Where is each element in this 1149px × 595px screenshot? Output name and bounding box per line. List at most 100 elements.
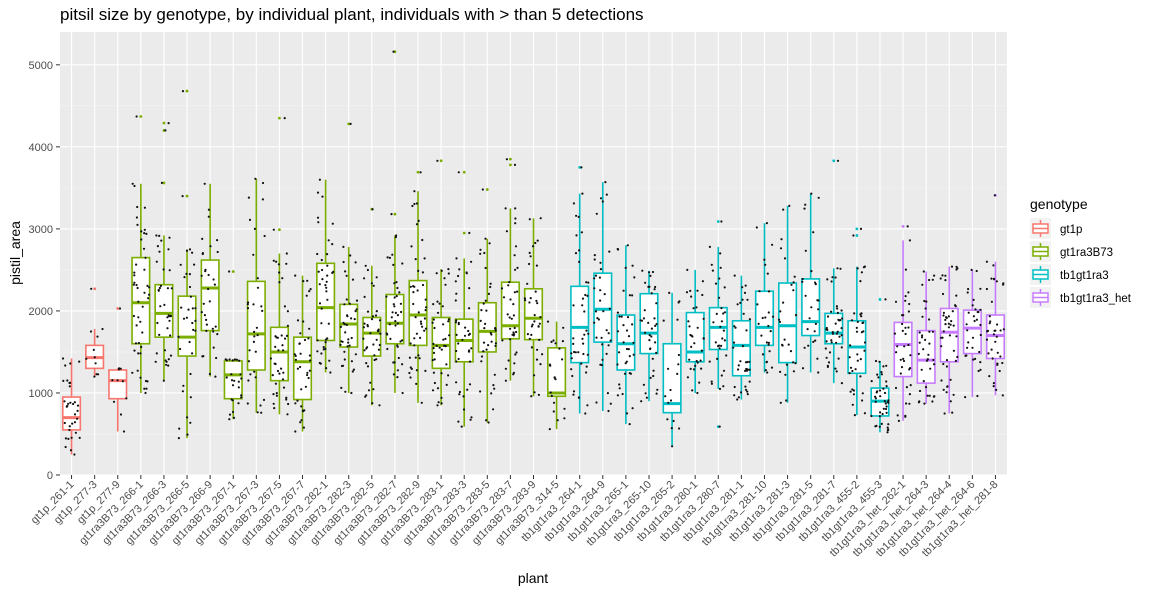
jitter-point bbox=[967, 287, 970, 291]
jitter-point bbox=[180, 306, 183, 309]
jitter-point bbox=[941, 292, 945, 296]
jitter-point bbox=[353, 318, 356, 321]
jitter-point bbox=[309, 288, 312, 291]
jitter-point bbox=[537, 393, 541, 396]
jitter-point bbox=[763, 258, 766, 261]
jitter-point bbox=[467, 329, 470, 333]
jitter-point bbox=[831, 332, 835, 335]
jitter-point bbox=[787, 343, 790, 346]
jitter-point bbox=[702, 317, 705, 320]
jitter-point bbox=[364, 264, 367, 267]
jitter-point bbox=[530, 395, 533, 398]
jitter-point bbox=[572, 342, 575, 345]
jitter-point bbox=[342, 245, 345, 248]
jitter-point bbox=[577, 215, 580, 218]
jitter-point bbox=[419, 320, 422, 323]
jitter-point bbox=[861, 321, 864, 325]
outlier-point bbox=[93, 287, 97, 291]
jitter-point bbox=[306, 373, 309, 377]
jitter-point bbox=[654, 285, 657, 289]
jitter-point bbox=[93, 356, 96, 359]
jitter-point bbox=[283, 305, 286, 308]
jitter-point bbox=[628, 355, 631, 358]
jitter-point bbox=[133, 281, 136, 284]
jitter-point bbox=[925, 300, 928, 303]
jitter-point bbox=[526, 282, 529, 285]
jitter-point bbox=[877, 376, 880, 379]
jitter-point bbox=[552, 410, 555, 413]
jitter-point bbox=[163, 303, 166, 306]
jitter-point bbox=[723, 311, 727, 314]
jitter-point bbox=[505, 230, 508, 233]
box-gt1ra3B73_267-5 bbox=[269, 116, 290, 416]
jitter-point bbox=[513, 291, 517, 294]
jitter-point bbox=[998, 369, 1001, 373]
jitter-point bbox=[463, 334, 467, 337]
jitter-point bbox=[369, 381, 372, 384]
jitter-point bbox=[940, 379, 943, 382]
jitter-point bbox=[296, 319, 300, 322]
jitter-point bbox=[599, 268, 603, 271]
jitter-point bbox=[693, 342, 696, 345]
jitter-point bbox=[156, 321, 159, 325]
jitter-point bbox=[166, 287, 169, 290]
jitter-point bbox=[371, 315, 375, 318]
outlier-point bbox=[901, 225, 905, 228]
jitter-point bbox=[841, 317, 844, 320]
jitter-point bbox=[203, 182, 206, 185]
jitter-point bbox=[468, 231, 471, 235]
outlier-point bbox=[509, 157, 512, 161]
jitter-point bbox=[710, 263, 713, 266]
jitter-point bbox=[966, 346, 969, 349]
jitter-point bbox=[977, 369, 980, 373]
jitter-point bbox=[237, 402, 240, 405]
jitter-point bbox=[341, 340, 344, 343]
jitter-point bbox=[689, 289, 692, 292]
jitter-point bbox=[599, 299, 602, 302]
jitter-point bbox=[870, 414, 873, 418]
iqr-box bbox=[200, 259, 220, 332]
jitter-point bbox=[373, 354, 376, 357]
jitter-point bbox=[374, 314, 378, 317]
jitter-point bbox=[301, 410, 305, 413]
jitter-point bbox=[767, 343, 770, 346]
outlier-point bbox=[439, 159, 443, 163]
jitter-point bbox=[201, 252, 204, 255]
jitter-point bbox=[886, 429, 890, 432]
jitter-point bbox=[461, 338, 464, 341]
jitter-point bbox=[482, 302, 485, 305]
jitter-point bbox=[179, 263, 182, 266]
jitter-point bbox=[417, 269, 420, 272]
jitter-point bbox=[468, 360, 472, 363]
jitter-point bbox=[671, 445, 674, 448]
jitter-point bbox=[825, 328, 828, 331]
jitter-point bbox=[177, 335, 180, 338]
jitter-point bbox=[722, 385, 725, 388]
jitter-point bbox=[214, 325, 217, 328]
jitter-point bbox=[616, 363, 619, 366]
jitter-point bbox=[256, 411, 259, 414]
jitter-point bbox=[711, 269, 715, 272]
jitter-point bbox=[767, 290, 771, 293]
outlier-point bbox=[231, 270, 235, 273]
jitter-point bbox=[922, 380, 925, 383]
jitter-point bbox=[366, 310, 370, 313]
jitter-point bbox=[790, 283, 793, 286]
jitter-point bbox=[76, 409, 79, 412]
jitter-point bbox=[425, 306, 428, 309]
jitter-point bbox=[181, 90, 185, 93]
jitter-point bbox=[714, 341, 717, 344]
jitter-point bbox=[949, 323, 952, 326]
jitter-point bbox=[874, 425, 877, 428]
jitter-point bbox=[921, 283, 924, 286]
jitter-point bbox=[581, 297, 585, 300]
jitter-point bbox=[468, 332, 471, 335]
jitter-point bbox=[192, 328, 195, 331]
jitter-point bbox=[187, 308, 190, 311]
jitter-point bbox=[826, 365, 830, 368]
jitter-point bbox=[690, 334, 693, 337]
jitter-point bbox=[316, 350, 319, 353]
jitter-point bbox=[216, 250, 219, 254]
jitter-point bbox=[687, 320, 690, 323]
jitter-point bbox=[686, 268, 689, 271]
